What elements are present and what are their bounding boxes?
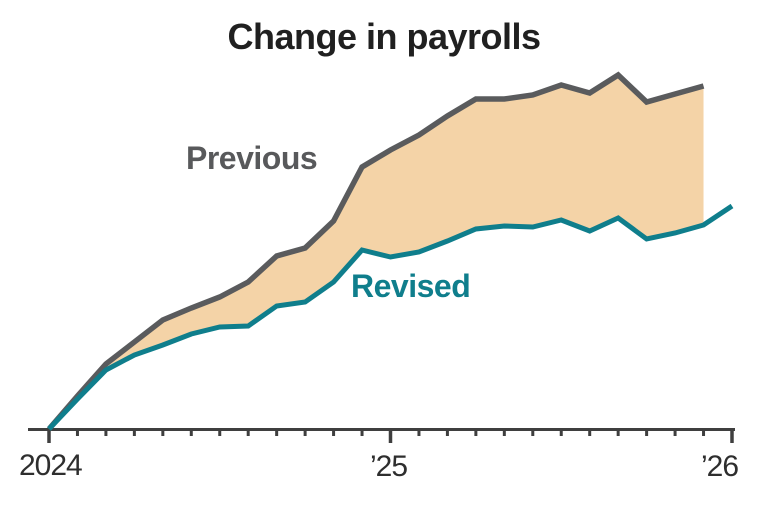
revised-line <box>47 203 734 431</box>
x-axis-label-25: ’25 <box>370 450 408 483</box>
x-axis-label-26: ’26 <box>701 450 739 483</box>
x-axis-label-2024: 2024 <box>19 449 83 482</box>
previous-series-label: Previous <box>186 140 318 176</box>
previous-line <box>46 71 705 431</box>
revised-series-label: Revised <box>351 268 471 304</box>
chart-title: Change in payrolls <box>227 16 541 57</box>
